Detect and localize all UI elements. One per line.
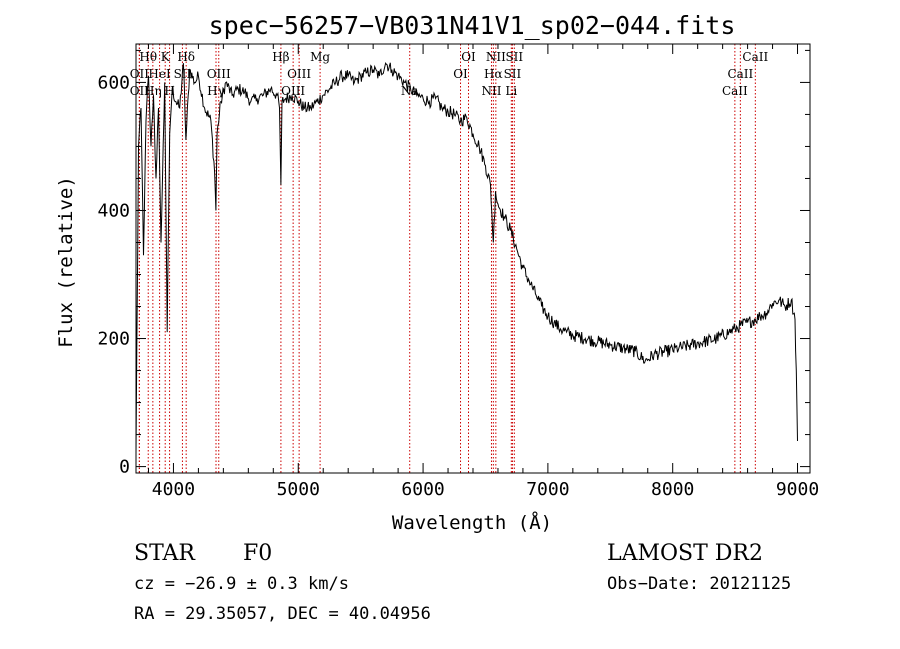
- spectral-line-label: OII: [130, 84, 150, 98]
- x-tick-label: 8000: [651, 479, 694, 500]
- plot-frame: [135, 43, 811, 474]
- spectral-line-label: OI: [453, 67, 468, 81]
- spectral-line-label: OII: [130, 67, 150, 81]
- spectral-line-label: NII: [481, 84, 501, 98]
- spectrum-line: [135, 62, 798, 454]
- x-tick-label: 4000: [152, 479, 195, 500]
- x-tick-label: 5000: [277, 479, 320, 500]
- y-tick-label: 600: [97, 72, 130, 93]
- y-axis-ticks: 0 200 400 600: [97, 49, 810, 478]
- x-tick-label: 6000: [401, 479, 444, 500]
- spectral-line-label: OIII: [281, 84, 305, 98]
- spectral-line-label: HeI: [148, 67, 171, 81]
- spectral-line-label: Mg: [310, 50, 330, 64]
- y-tick-label: 200: [97, 329, 130, 350]
- y-axis-label: Flux (relative): [55, 176, 77, 348]
- redshift-text: cz = −26.9 ± 0.3 km/s: [134, 574, 349, 594]
- spectral-line-label: Hθ: [139, 50, 157, 64]
- spectral-line-label: Hα: [484, 67, 503, 81]
- coordinates: RA = 29.35057, DEC = 40.04956: [134, 604, 431, 624]
- spectral-line-labels: OIIHθOIIHηHeIKHSIIHδOIIIHγHβOIIIOIIIMgNa…: [130, 50, 769, 98]
- y-tick-label: 400: [97, 200, 130, 221]
- y-tick-label: 0: [119, 457, 130, 478]
- spectrum-series: [135, 62, 798, 454]
- x-tick-label: 7000: [526, 479, 569, 500]
- spectral-line-label: Hη: [144, 84, 162, 98]
- spectral-line-markers: [138, 44, 756, 473]
- object-subclass: F0: [243, 541, 272, 566]
- spectral-line-label: Hδ: [177, 50, 195, 64]
- spectral-line-label: OIII: [207, 67, 231, 81]
- spectral-line-label: OIII: [287, 67, 311, 81]
- spectral-line-label: Li: [505, 84, 517, 98]
- spectral-line-label: CaII: [727, 67, 753, 81]
- spectral-line-label: CaII: [722, 84, 748, 98]
- spectral-line-label: OI: [461, 50, 476, 64]
- spectral-line-label: SII: [504, 67, 522, 81]
- chart-title: spec−56257−VB031N41V1_sp02−044.fits: [209, 11, 736, 40]
- object-class: STAR: [134, 541, 196, 566]
- spectral-line-label: Hβ: [272, 50, 289, 64]
- spectral-line-label: SII: [505, 50, 523, 64]
- spectral-line-label: NII: [486, 50, 506, 64]
- spectral-line-label: CaII: [742, 50, 768, 64]
- x-tick-label: 9000: [776, 479, 819, 500]
- x-axis-label: Wavelength (Å): [392, 511, 552, 534]
- x-axis-ticks: 4000 5000 6000 7000 8000 9000: [147, 44, 819, 500]
- spectral-line-label: K: [161, 50, 171, 64]
- spectral-line-label: Hγ: [207, 84, 225, 98]
- spectral-line-label: H: [164, 84, 174, 98]
- data-release: LAMOST DR2: [607, 541, 763, 566]
- obs-date: Obs−Date: 20121125: [607, 574, 791, 594]
